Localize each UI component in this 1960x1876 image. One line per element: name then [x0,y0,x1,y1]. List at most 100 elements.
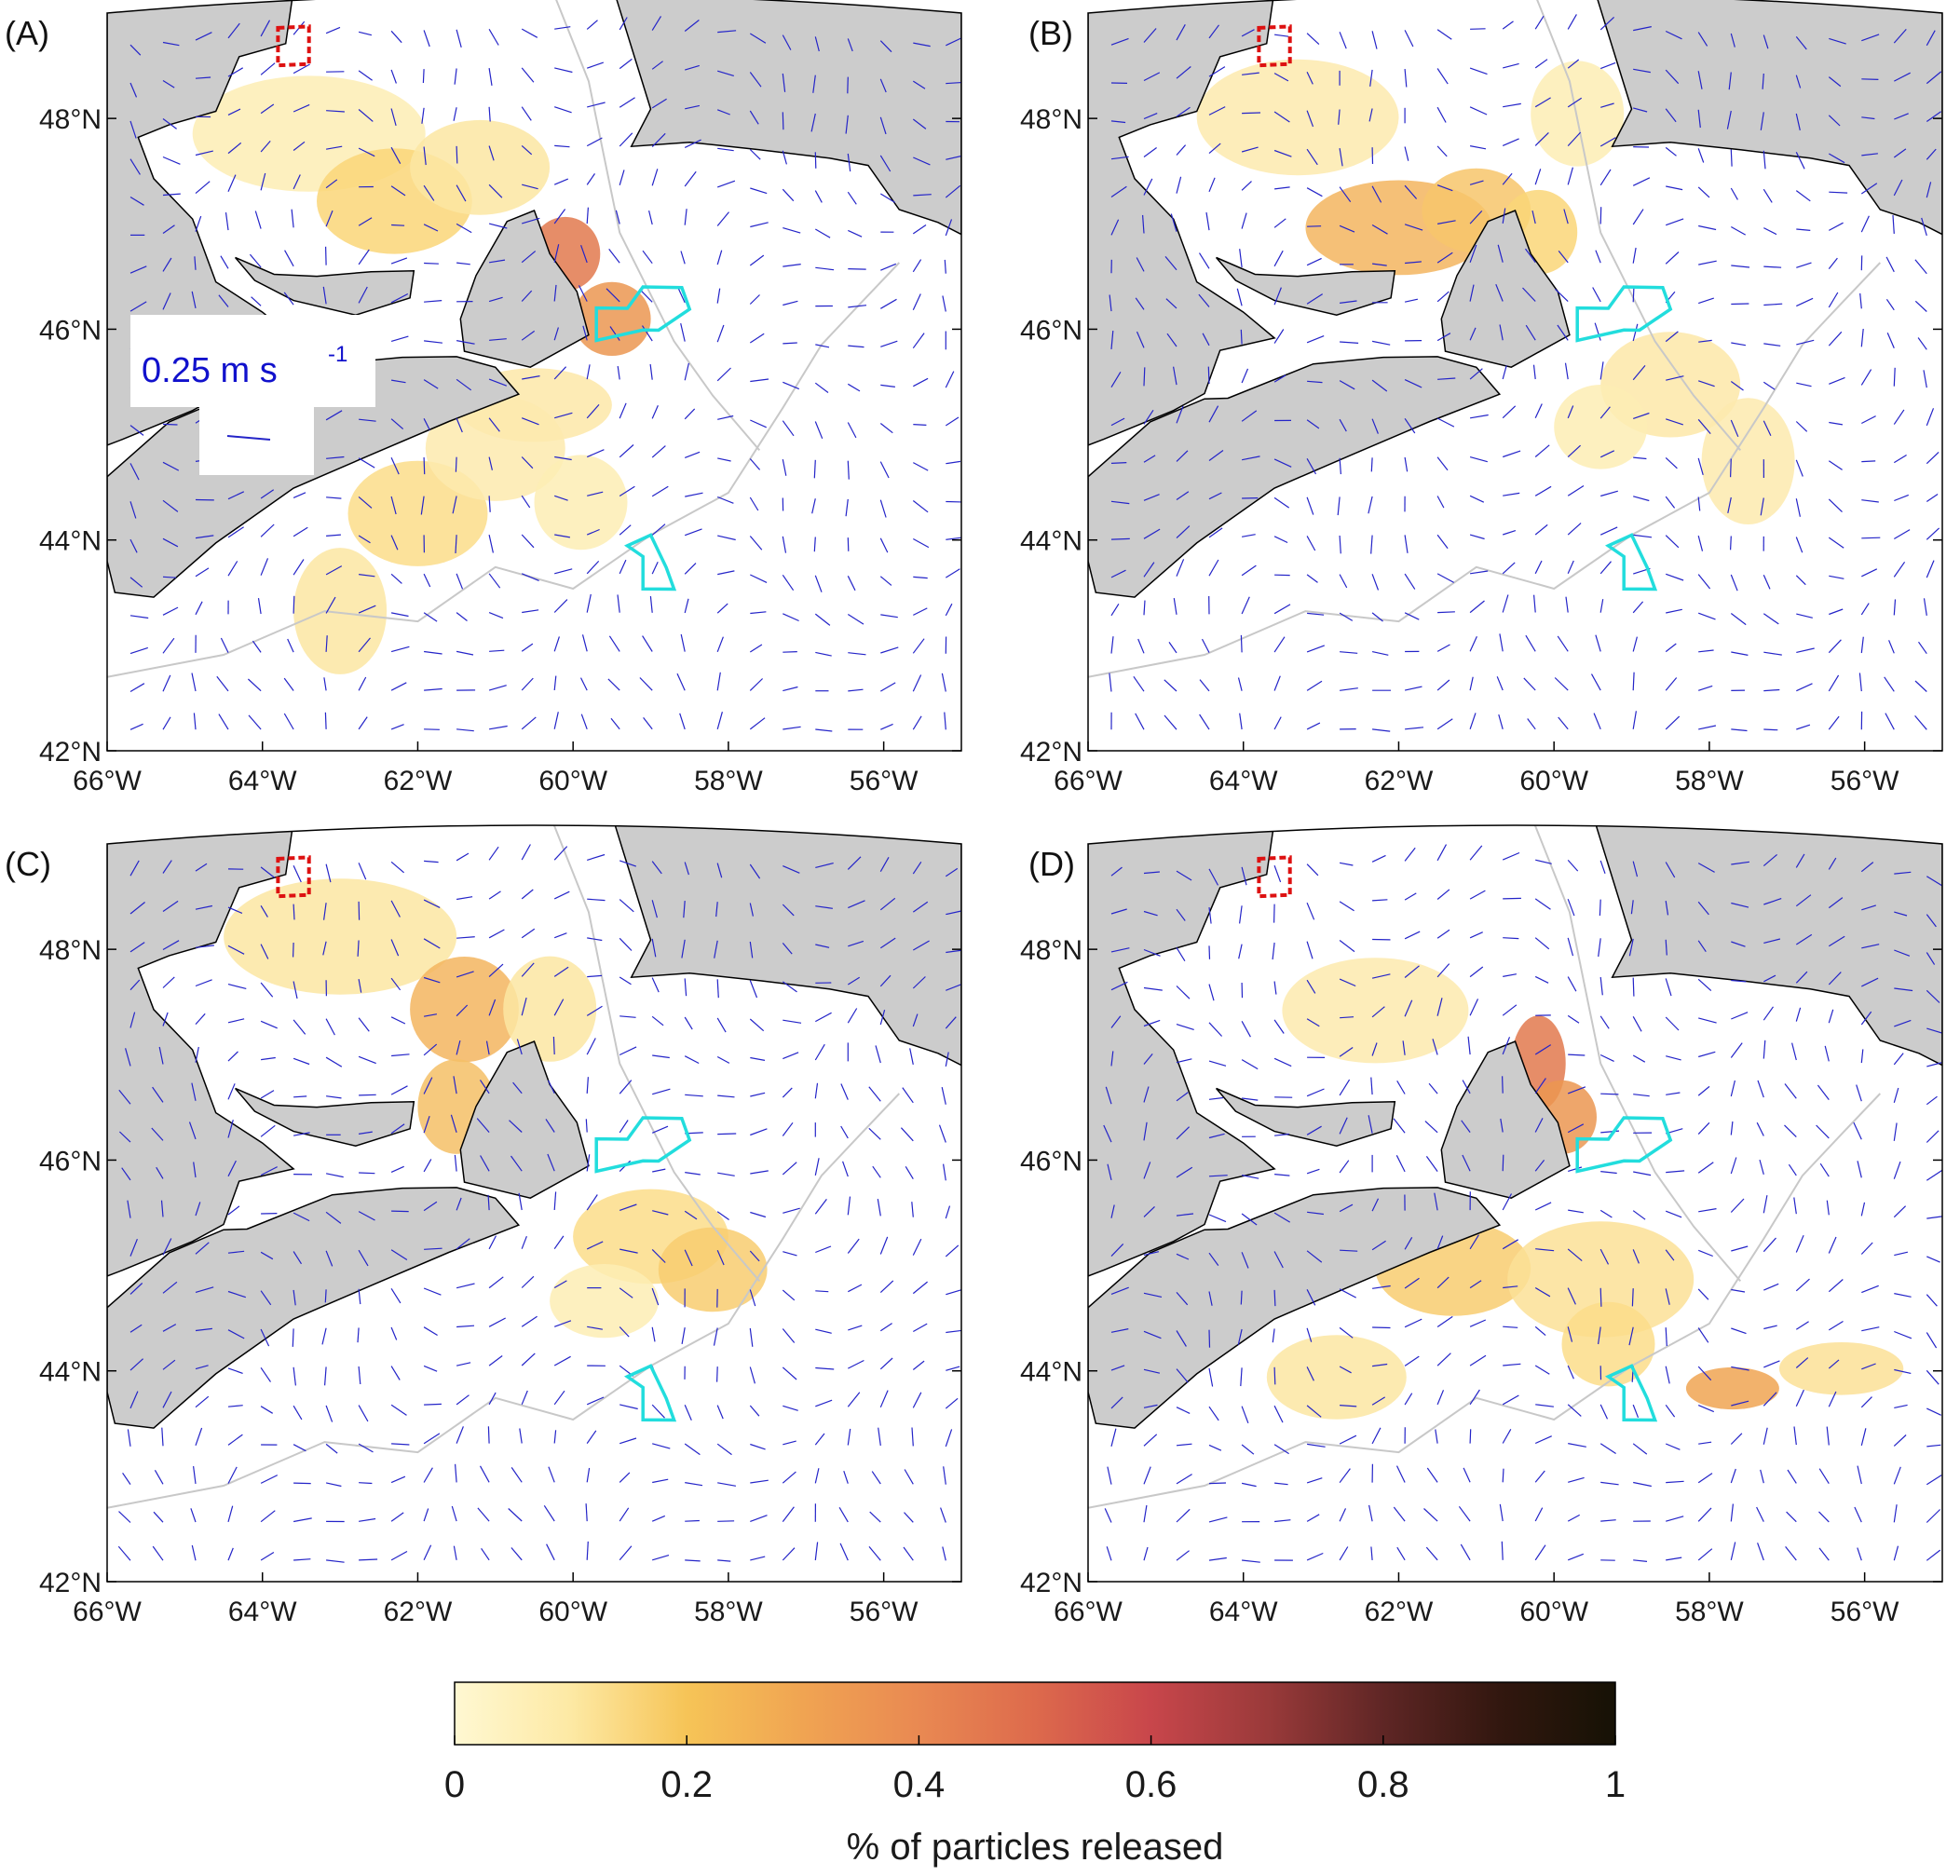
velocity-arrow [1697,574,1711,590]
velocity-arrow [1340,300,1357,304]
velocity-arrow [1861,460,1876,463]
velocity-arrow [227,984,247,989]
velocity-arrow [877,1199,881,1217]
velocity-arrow [1143,948,1161,957]
velocity-arrow [1763,1040,1766,1059]
velocity-arrow [1426,1467,1438,1483]
velocity-arrow [1698,1208,1717,1213]
velocity-arrow [1697,457,1704,476]
velocity-arrow [423,612,438,622]
velocity-arrow [651,132,666,148]
velocity-arrow [912,500,929,513]
velocity-arrow [227,1120,234,1138]
velocity-arrow [1828,639,1842,654]
velocity-arrow [1110,219,1120,236]
colorbar-tick-label: 0.8 [1357,1764,1409,1805]
velocity-arrow [1926,1027,1942,1035]
velocity-arrow [521,928,536,939]
velocity-arrow [1404,417,1416,434]
velocity-arrow [359,1517,376,1522]
velocity-arrow [1829,37,1846,45]
velocity-arrow [1502,208,1506,224]
velocity-scale-text: 0.25 m s [142,351,278,390]
velocity-arrow [1273,1251,1284,1269]
velocity-arrow [195,150,213,156]
velocity-arrow [1404,573,1416,590]
density-patch [425,395,565,501]
velocity-arrow [227,1018,245,1024]
velocity-arrow [585,1119,588,1133]
velocity-arrow [749,1250,760,1262]
velocity-arrow [260,1124,276,1137]
velocity-arrow [1894,871,1912,875]
velocity-arrow [424,262,439,265]
velocity-arrow [1665,496,1676,509]
velocity-arrow [683,901,686,918]
velocity-arrow [1527,718,1536,730]
velocity-arrow [1567,560,1574,575]
velocity-arrow [512,1081,523,1094]
map-content [1088,0,1942,751]
velocity-arrow [1199,714,1210,730]
velocity-arrow [1534,1365,1550,1375]
velocity-arrow [879,937,896,949]
velocity-arrow [1242,112,1261,115]
velocity-arrow [1525,634,1536,652]
velocity-arrow [1534,560,1543,575]
lon-tick-label: 64°W [1209,766,1278,796]
velocity-arrow [1436,106,1447,123]
velocity-arrow [1208,1022,1223,1037]
velocity-arrow [945,219,953,237]
velocity-arrow [1107,1163,1112,1181]
velocity-arrow [218,714,229,730]
velocity-arrow [586,207,589,224]
velocity-arrow [1371,379,1388,392]
velocity-arrow [1136,257,1145,272]
velocity-arrow [869,1511,881,1523]
velocity-arrow [227,1505,234,1523]
velocity-arrow [684,170,697,187]
velocity-arrow [162,576,177,578]
velocity-arrow [260,523,275,537]
velocity-arrow [293,1444,306,1452]
velocity-arrow [1926,1509,1941,1523]
velocity-arrow [651,1248,666,1263]
velocity-arrow [1567,1514,1580,1522]
velocity-arrow [840,1083,849,1100]
velocity-arrow [912,976,926,989]
velocity-scale-superscript: -1 [328,342,347,367]
velocity-arrow [878,1427,881,1446]
velocity-arrow [839,1543,849,1561]
velocity-arrow [848,940,864,947]
velocity-arrow [521,643,534,652]
velocity-arrow [1404,892,1417,901]
velocity-arrow [1371,340,1391,346]
lon-tick-label: 60°W [538,1597,607,1627]
velocity-arrow [451,1505,457,1522]
velocity-arrow [325,246,327,265]
velocity-arrow [293,595,295,614]
velocity-arrow [716,712,723,730]
velocity-arrow [1110,1396,1123,1409]
velocity-arrow [1861,415,1876,425]
velocity-arrow [1404,1277,1420,1289]
velocity-arrow [840,1125,849,1139]
density-patch [534,455,628,551]
velocity-arrow [1599,1404,1609,1420]
velocity-arrow [1796,297,1814,307]
velocity-arrow [1633,26,1652,32]
lat-tick-label: 42°N [39,1568,102,1598]
lon-tick-label: 56°W [1831,766,1899,796]
velocity-arrow [1434,1192,1438,1211]
velocity-arrow [326,496,342,499]
velocity-arrow [941,673,946,692]
velocity-arrow [390,900,401,918]
velocity-arrow [716,1366,718,1382]
velocity-arrow [1306,1168,1320,1175]
velocity-arrow [586,1194,598,1211]
lat-tick-label: 48°N [39,935,102,966]
velocity-arrow [684,209,687,225]
velocity-arrow [488,1392,497,1406]
land-pei [235,256,415,316]
velocity-arrow [1437,377,1456,380]
